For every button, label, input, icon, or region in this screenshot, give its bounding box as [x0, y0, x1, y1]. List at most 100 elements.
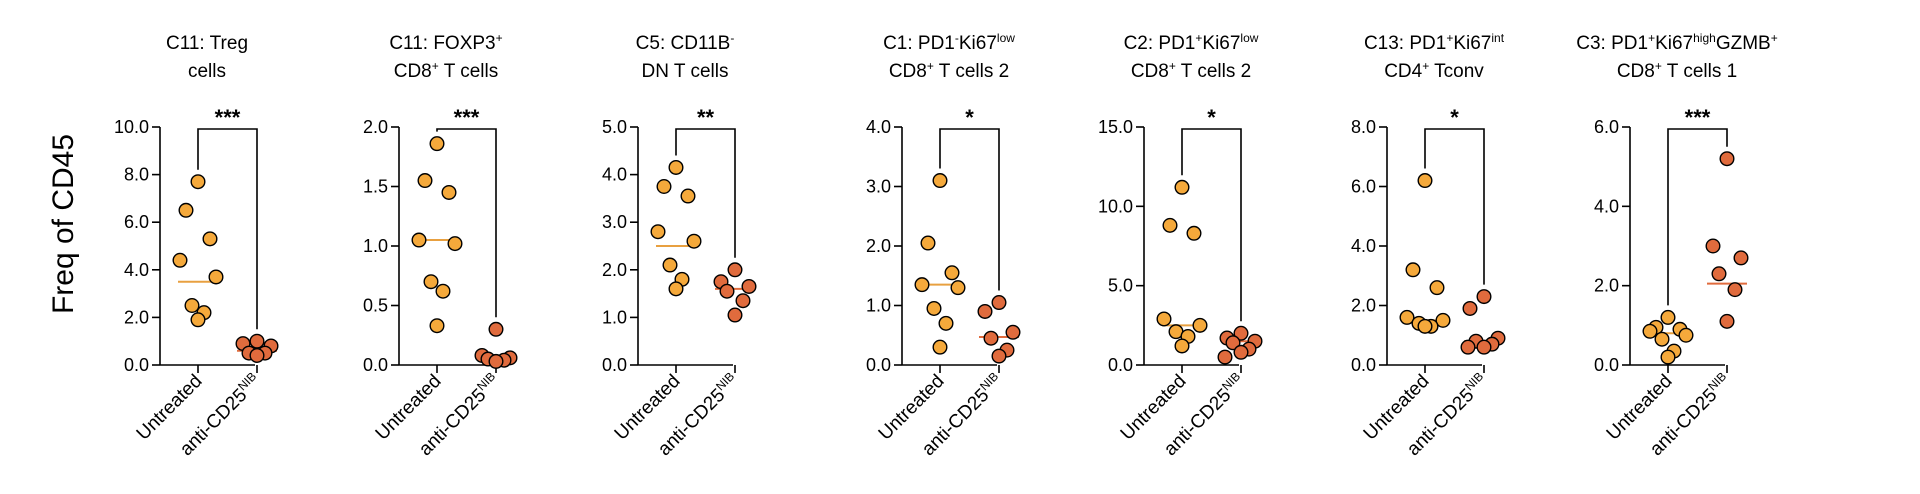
title-text: CD8: [1130, 61, 1169, 82]
panel-1-point-untreated: [208, 269, 224, 285]
panel-5-point-untreated: [1174, 179, 1190, 195]
panel-5-point-untreated: [1186, 225, 1202, 241]
panel-4-point-treated: [977, 303, 993, 319]
panel-2-point-untreated: [423, 274, 439, 290]
panel-4-point-untreated: [932, 173, 948, 189]
panel-2-significance-label: ***: [454, 105, 480, 130]
panel-6-point-treated: [1462, 300, 1478, 316]
panel-4-y-tick-label: 3.0: [866, 177, 891, 197]
panel-4-y-tick-label: 4.0: [866, 117, 891, 137]
panel-7-y-tick-label: 6.0: [1594, 117, 1619, 137]
panel-2-point-untreated: [429, 318, 445, 334]
title-text: CD4: [1384, 61, 1423, 82]
title-text: T cells 1: [1661, 61, 1738, 82]
panel-7-significance-label: ***: [1685, 105, 1711, 130]
title-superscript: high: [1693, 31, 1716, 45]
title-text: C11: FOXP3: [389, 33, 496, 54]
title-text: Ki67: [1453, 33, 1492, 54]
panel-4-point-treated: [1005, 324, 1021, 340]
panel-1-point-untreated: [190, 174, 206, 190]
panel-2-point-untreated: [447, 236, 463, 252]
panel-6-point-treated: [1460, 339, 1476, 355]
panel-5-significance-bracket: [1181, 128, 1242, 322]
panel-4-point-untreated: [938, 315, 954, 331]
panel-7-point-treated: [1733, 250, 1749, 266]
panel-3-y-tick-label: 1.0: [602, 307, 627, 327]
panel-6-significance-label: *: [1450, 105, 1459, 130]
panel-6-point-untreated: [1429, 280, 1445, 296]
title-text: C5: CD11B: [635, 33, 731, 54]
panel-3-point-treated: [727, 307, 743, 323]
panel-2-y-tick-label: 2.0: [363, 117, 388, 137]
panel-5-point-treated: [1233, 344, 1249, 360]
panel-5-point-treated: [1225, 335, 1241, 351]
title-text: T cells 2: [933, 61, 1010, 82]
panel-3-point-treated: [727, 262, 743, 278]
title-text: C2: PD1: [1123, 33, 1196, 54]
panel-2-y-tick-label: 0.0: [363, 355, 388, 375]
panel-3-y-tick-label: 2.0: [602, 260, 627, 280]
panel-7-y-tick-label: 2.0: [1594, 276, 1619, 296]
panel-7-point-untreated: [1654, 331, 1670, 347]
panel-2-point-untreated: [435, 283, 451, 299]
panel-title-7: C3: PD1+Ki67highGZMB+ CD8+ T cells 1: [1557, 30, 1797, 86]
panel-7-point-untreated: [1660, 309, 1676, 325]
panel-1-y-tick-label: 8.0: [124, 165, 149, 185]
panel-1-y-tick-label: 2.0: [124, 307, 149, 327]
panel-1-point-treated: [249, 333, 265, 349]
panel-4-significance-bracket: [939, 128, 1000, 291]
panel-5-point-untreated: [1156, 311, 1172, 327]
panel-1-significance-label: ***: [215, 105, 241, 130]
title-superscript: +: [431, 59, 439, 73]
title-superscript: low: [996, 31, 1015, 45]
panel-1-point-untreated: [202, 231, 218, 247]
title-superscript: +: [1195, 31, 1203, 45]
panel-6-y-tick-label: 2.0: [1351, 296, 1376, 316]
title-text: Tconv: [1429, 61, 1484, 82]
panel-3-point-treated: [735, 293, 751, 309]
panel-7-y-tick-label: 4.0: [1594, 196, 1619, 216]
panel-7-y-tick-label: 0.0: [1594, 355, 1619, 375]
panel-2-point-treated: [488, 353, 504, 369]
panel-5-y-tick-label: 0.0: [1108, 355, 1133, 375]
panel-1-y-tick-label: 10.0: [114, 117, 149, 137]
title-superscript: +: [1648, 31, 1656, 45]
title-text: C13: PD1: [1363, 33, 1447, 54]
panel-title-4: C1: PD1-Ki67low CD8+ T cells 2: [829, 30, 1069, 86]
panel-7-significance-bracket: [1667, 128, 1728, 306]
title-text: T cells 2: [1175, 61, 1252, 82]
panel-2-point-untreated: [411, 232, 427, 248]
panel-1-point-untreated: [190, 312, 206, 328]
panel-4-point-untreated: [914, 277, 930, 293]
panel-title-1: C11: Treg cells: [87, 30, 327, 86]
panel-6-point-untreated: [1405, 262, 1421, 278]
title-superscript: int: [1491, 31, 1505, 45]
panel-1-point-treated: [249, 347, 265, 363]
panel-4-point-treated: [983, 330, 999, 346]
panel-6-point-untreated: [1417, 318, 1433, 334]
title-text: CD8: [393, 61, 432, 82]
title-text: DN T cells: [641, 61, 729, 82]
panel-3-y-tick-label: 5.0: [602, 117, 627, 137]
title-superscript: +: [1168, 59, 1176, 73]
title-superscript: +: [1654, 59, 1662, 73]
panel-1-point-untreated: [184, 298, 200, 314]
panel-3-point-untreated: [662, 257, 678, 273]
panel-3-point-untreated: [686, 233, 702, 249]
panel-1-point-untreated: [172, 252, 188, 268]
panel-7-point-treated: [1719, 151, 1735, 167]
title-superscript: +: [495, 31, 503, 45]
panel-title-5: C2: PD1+Ki67low CD8+ T cells 2: [1071, 30, 1311, 86]
panel-6-y-tick-label: 6.0: [1351, 177, 1376, 197]
title-text: Ki67: [1202, 33, 1241, 54]
panel-5-significance-label: *: [1207, 105, 1216, 130]
title-text: cells: [187, 61, 226, 82]
panel-6-point-untreated: [1399, 309, 1415, 325]
panel-4-point-untreated: [950, 280, 966, 296]
title-text: C1: PD1: [883, 33, 955, 54]
panel-6-point-untreated: [1435, 312, 1451, 328]
panel-4-significance-label: *: [965, 105, 974, 130]
panel-2-point-treated: [488, 321, 504, 337]
panel-6-point-untreated: [1417, 173, 1433, 189]
